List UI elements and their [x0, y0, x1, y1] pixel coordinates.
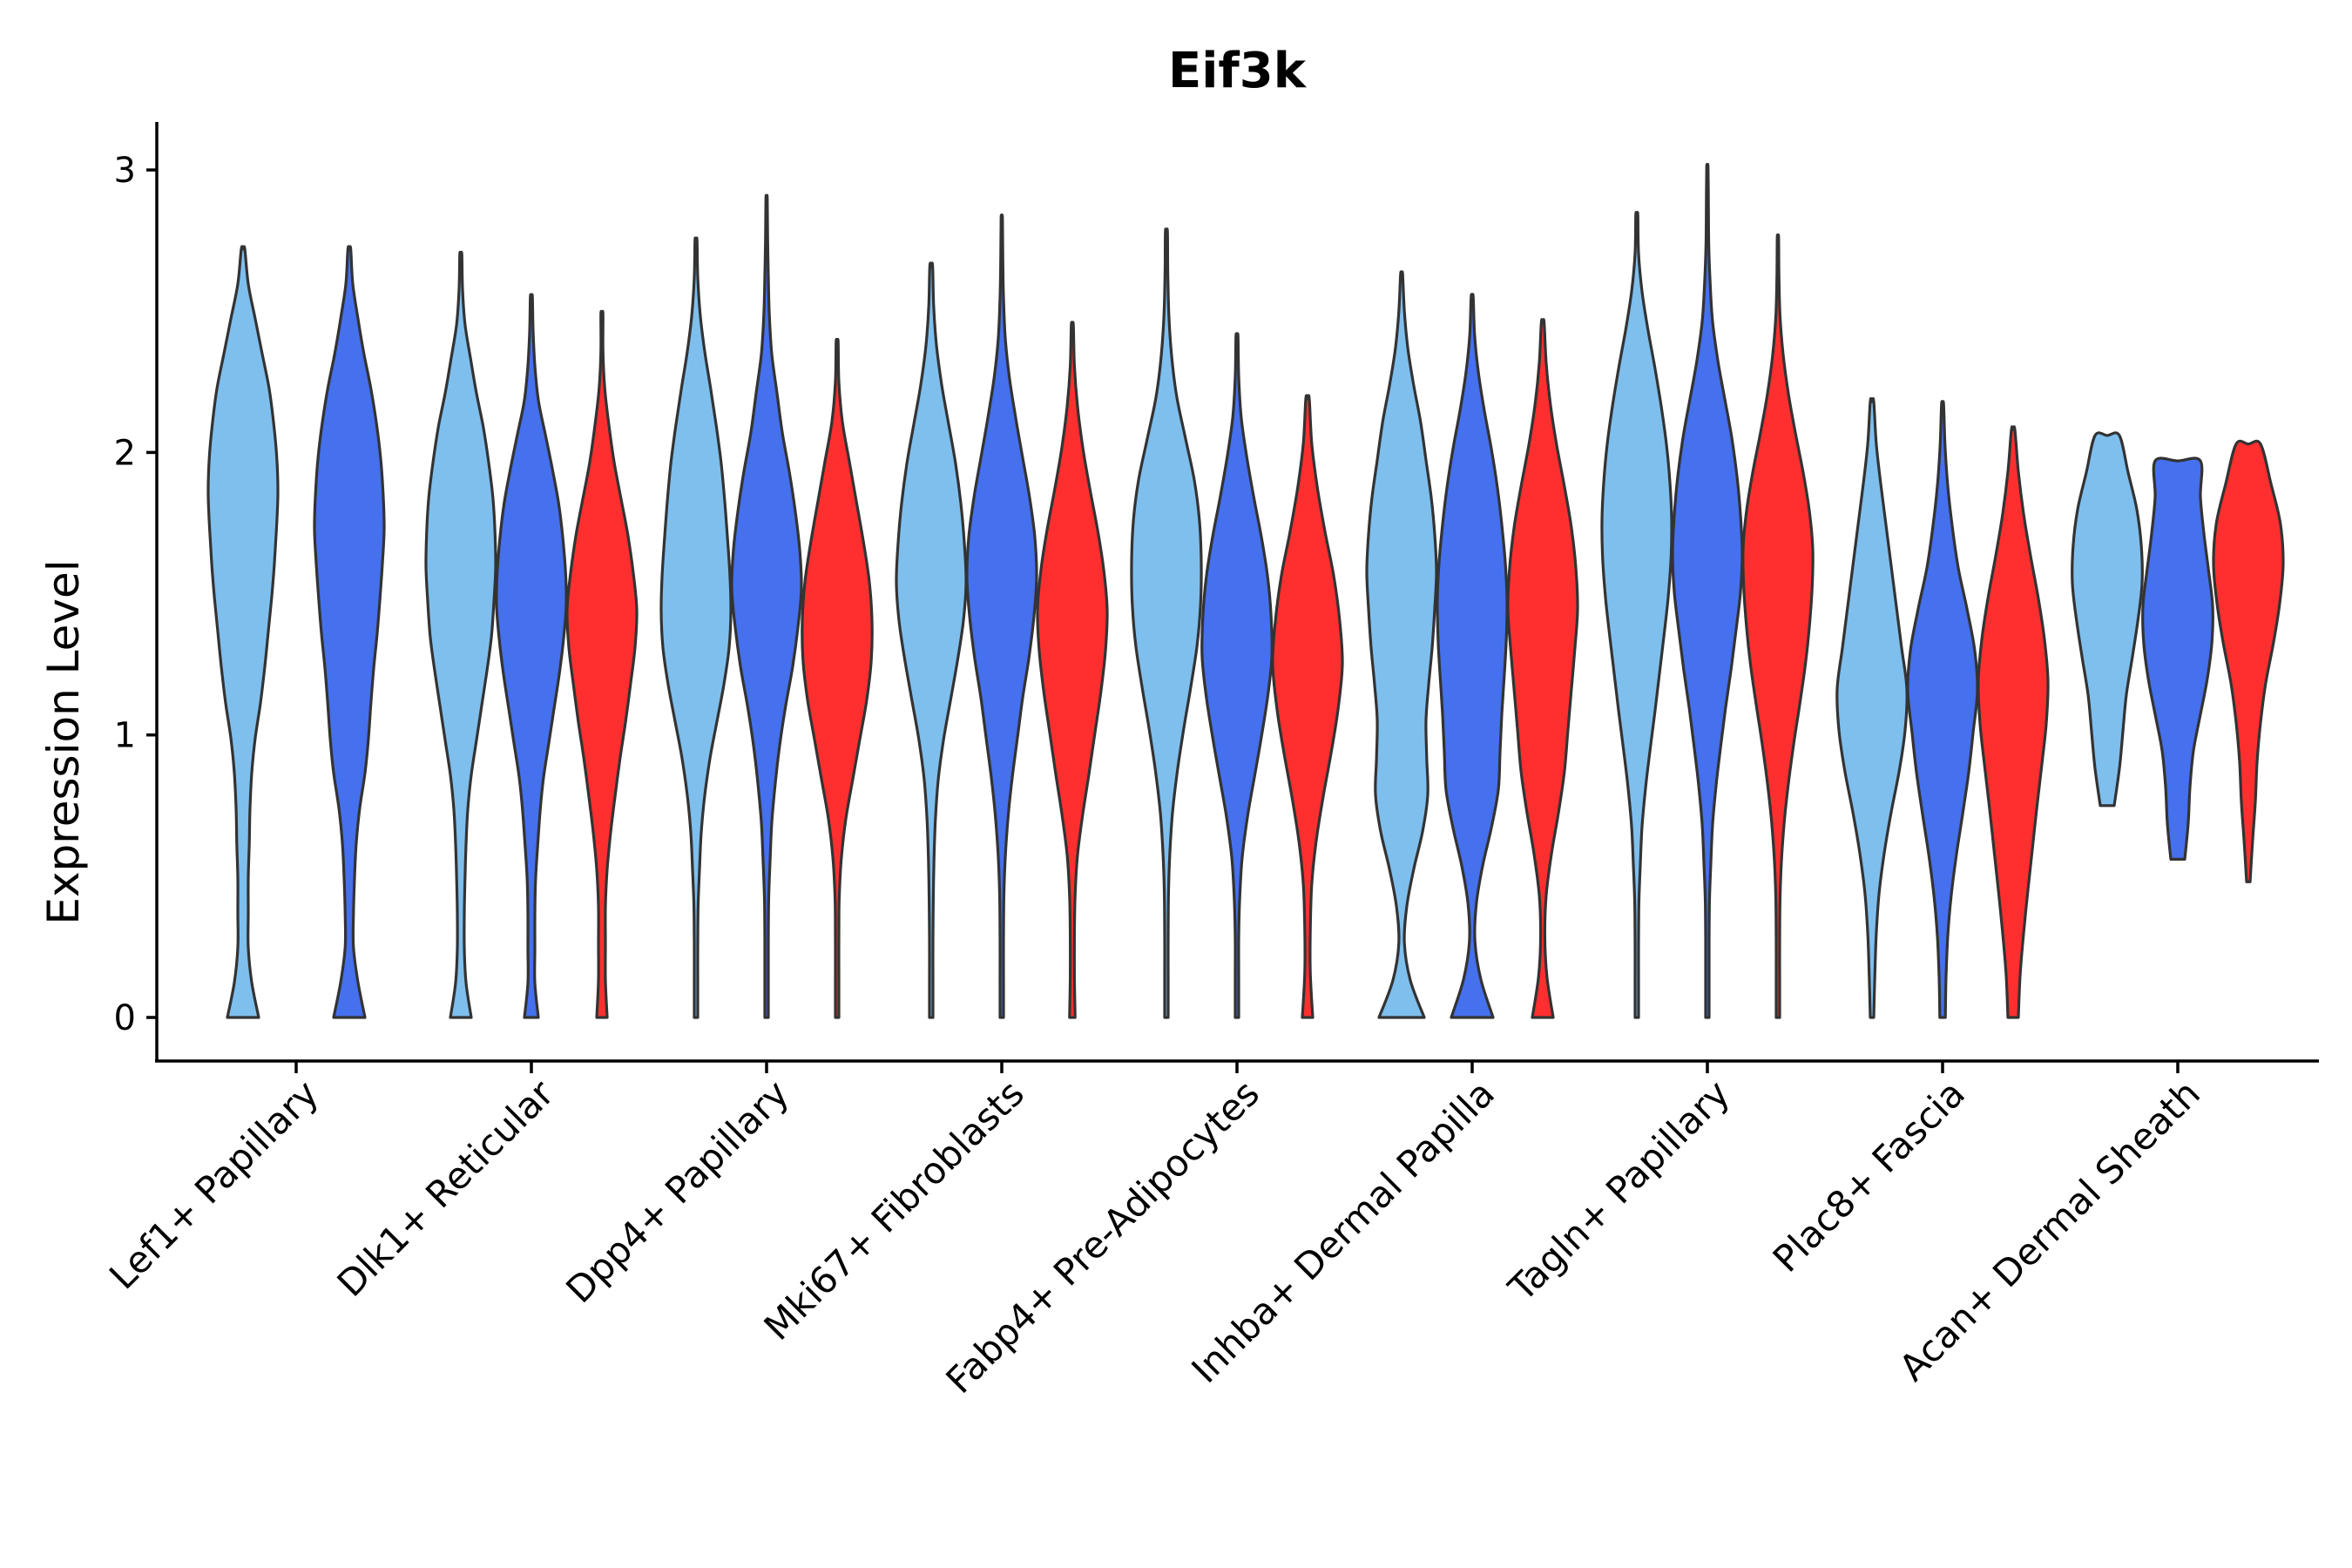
violin-group-3 — [2212, 439, 2285, 883]
y-tick-label: 1 — [114, 716, 136, 756]
violin-group-1 — [1600, 211, 1673, 1019]
violin-group-2 — [1671, 163, 1744, 1019]
y-tick-label: 3 — [114, 151, 136, 191]
violin-group-1 — [424, 250, 497, 1019]
violin-group-2 — [495, 293, 568, 1019]
violin-group-1 — [1365, 270, 1438, 1019]
violin-group-3 — [801, 337, 874, 1019]
violin-group-2 — [2141, 456, 2214, 861]
chart-title: Eif3k — [1168, 43, 1308, 99]
x-tick-label: Tagln+ Papillary — [1500, 1071, 1738, 1309]
violin-group-3 — [1036, 321, 1109, 1019]
violin-group-1 — [1130, 227, 1203, 1019]
violin-group-2 — [1200, 332, 1274, 1019]
violin-group-1 — [206, 245, 280, 1019]
x-tick-label: Lef1+ Papillary — [101, 1071, 327, 1297]
violins — [206, 163, 2285, 1019]
violin-group-2 — [965, 213, 1038, 1019]
violin-group-1 — [2071, 431, 2144, 808]
violin-group-1 — [1835, 396, 1909, 1019]
x-tick-label: Dpp4+ Papillary — [558, 1071, 797, 1311]
x-tick-label: Plac8+ Fascia — [1765, 1071, 1973, 1280]
y-ticks: 0 1 2 3 — [114, 151, 157, 1038]
y-tick-label: 2 — [114, 433, 136, 473]
y-tick-label: 0 — [114, 998, 136, 1038]
x-tick-label: Dlk1+ Reticular — [329, 1071, 563, 1305]
violin-group-2 — [313, 245, 386, 1019]
violin-group-3 — [1977, 425, 2050, 1019]
violin-group-3 — [1271, 394, 1344, 1019]
x-tick-label: Mki67+ Fibroblasts — [756, 1071, 1032, 1348]
violin-group-1 — [895, 261, 968, 1019]
violin-group-3 — [565, 309, 639, 1019]
y-axis-label: Expression Level — [38, 559, 89, 924]
violin-group-2 — [730, 193, 803, 1019]
violin-group-3 — [1741, 233, 1815, 1019]
violin-group-1 — [659, 236, 733, 1019]
violin-group-2 — [1906, 400, 1979, 1019]
violin-group-2 — [1436, 293, 1509, 1019]
violin-group-3 — [1506, 318, 1579, 1019]
